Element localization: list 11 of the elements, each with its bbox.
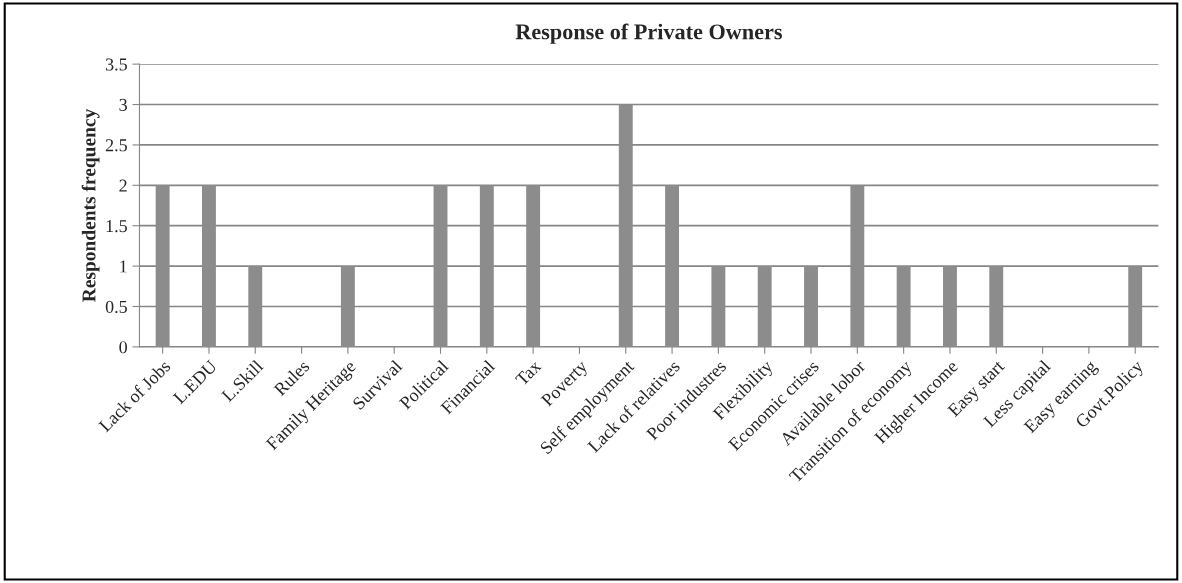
y-tick-label: 1 <box>120 260 127 273</box>
y-tick-label: 3.5 <box>105 58 127 71</box>
y-tick-label: 0.5 <box>105 300 127 314</box>
y-axis-title: Respondents frequency <box>81 108 100 302</box>
y-tick-label: 2 <box>119 179 127 192</box>
y-tick-label: 2.5 <box>105 139 127 152</box>
y-tick-label: 0 <box>119 341 127 354</box>
x-tick-label: Tax <box>514 359 542 387</box>
y-tick-label: 1.5 <box>106 220 127 233</box>
chart-title: Response of Private Owners <box>515 23 782 44</box>
y-tick-label: 3 <box>119 98 127 111</box>
